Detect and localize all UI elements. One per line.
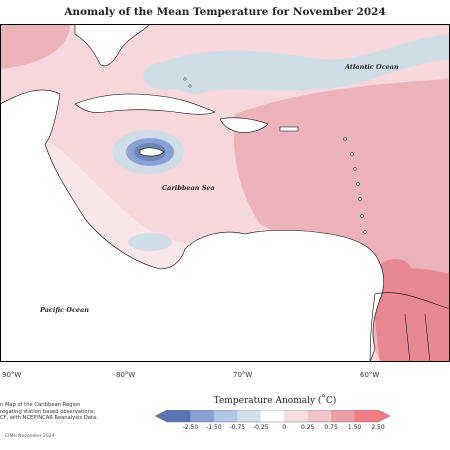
colorbar-swatch [331, 410, 355, 422]
colorbar-tick-label: -1.50 [206, 424, 222, 431]
lesser-antilles [183, 77, 367, 234]
land-guyana-border [404, 313, 431, 362]
credit-text: CIMH November 2024 [5, 434, 55, 439]
land-florida [74, 24, 151, 67]
colorbar-tick-label: 2.50 [371, 424, 385, 431]
atlantic-ocean-label: Atlantic Ocean [344, 63, 399, 71]
source-note: n Map of the Caribbean Region regating s… [0, 402, 110, 422]
colorbar-tick-label: -0.75 [229, 424, 246, 431]
hot-spot-trinidad [379, 259, 411, 279]
colorbar-swatch [237, 410, 262, 422]
colorbar-swatch [260, 410, 285, 422]
lon-label-80w: 80°W [116, 371, 136, 379]
colorbar-swatch [307, 410, 332, 422]
source-line-2: regating station based observations, [0, 408, 96, 415]
cool-region-north [150, 34, 450, 94]
temperature-anomaly-map: Atlantic Ocean Caribbean Sea Pacific Oce… [0, 24, 450, 362]
lon-label-60w: 60°W [360, 371, 380, 379]
lon-label-70w: 70°W [233, 371, 253, 379]
land-south-america [369, 292, 450, 362]
map-title: Anomaly of the Mean Temperature for Nove… [64, 6, 386, 18]
warm-region-northwest [0, 24, 70, 69]
colorbar-tick-label: -2.50 [182, 424, 199, 431]
source-line-1: n Map of the Caribbean Region [0, 402, 81, 408]
legend-title: Temperature Anomaly (˚C) [213, 396, 337, 406]
colorbar-tick-label: 0.75 [324, 424, 338, 431]
colorbar-frame [155, 410, 390, 423]
cool-region-panama [128, 233, 172, 251]
colorbar-swatch [190, 410, 215, 422]
colorbar-tick-label: 1.50 [347, 424, 362, 431]
colorbar [155, 410, 390, 423]
colorbar-swatch [213, 410, 238, 422]
land-puerto-rico [279, 126, 299, 132]
caribbean-sea-label: Caribbean Sea [162, 184, 215, 192]
land-hispaniola [219, 117, 269, 133]
hot-region-south-america [373, 268, 450, 362]
pacific-ocean-label: Pacific Ocean [39, 306, 89, 314]
source-line-3: CF, with NCEP/NCAR Reanalysis Data. [0, 415, 98, 422]
land-central-america [0, 89, 385, 362]
land-jamaica [139, 147, 165, 157]
colorbar-swatch [155, 410, 191, 422]
lon-label-90w: 90°W [2, 371, 22, 379]
colorbar-tick-label: 0.25 [300, 424, 315, 431]
colorbar-swatch [354, 410, 390, 422]
colorbar-tick-label: 0 [282, 424, 287, 431]
cool-region-bahamas [143, 62, 187, 90]
colorbar-tick-label: -0.25 [253, 424, 269, 431]
colorbar-swatch [284, 410, 308, 422]
land-cuba [74, 93, 216, 115]
